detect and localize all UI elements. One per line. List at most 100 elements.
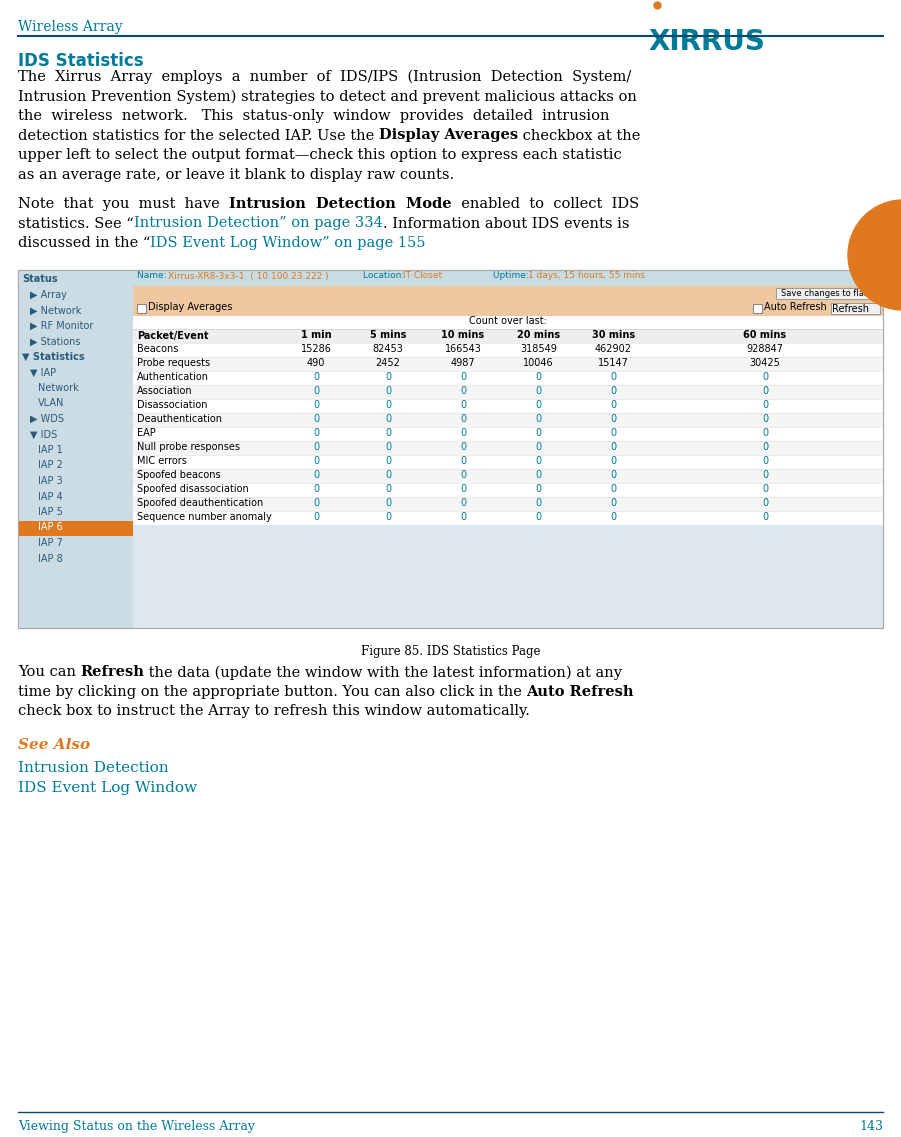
Text: 0: 0 bbox=[535, 373, 542, 382]
Text: 0: 0 bbox=[535, 513, 542, 523]
Bar bbox=[133, 371, 883, 384]
Bar bbox=[133, 342, 883, 357]
Text: You can: You can bbox=[18, 665, 80, 680]
Text: IAP 5: IAP 5 bbox=[38, 507, 63, 517]
Bar bbox=[133, 285, 883, 300]
Text: IAP 2: IAP 2 bbox=[38, 460, 63, 471]
Text: 0: 0 bbox=[611, 415, 616, 424]
Text: 0: 0 bbox=[535, 400, 542, 410]
Bar bbox=[133, 497, 883, 511]
Bar bbox=[137, 304, 146, 313]
Text: 0: 0 bbox=[762, 429, 768, 439]
Text: 318549: 318549 bbox=[520, 345, 557, 355]
Text: detection statistics for the selected IAP. Use the: detection statistics for the selected IA… bbox=[18, 128, 379, 142]
Text: 0: 0 bbox=[535, 442, 542, 453]
Text: 0: 0 bbox=[313, 484, 319, 495]
Text: Intrusion Prevention System) strategies to detect and prevent malicious attacks : Intrusion Prevention System) strategies … bbox=[18, 90, 637, 103]
Text: checkbox at the: checkbox at the bbox=[518, 128, 641, 142]
Text: 0: 0 bbox=[611, 442, 616, 453]
Text: 30425: 30425 bbox=[750, 358, 780, 368]
Text: Display Averages: Display Averages bbox=[379, 128, 518, 142]
Text: IAP 1: IAP 1 bbox=[38, 445, 63, 455]
Bar bbox=[133, 413, 883, 426]
Text: Display Averages: Display Averages bbox=[148, 302, 232, 313]
Text: Packet/Event: Packet/Event bbox=[137, 331, 208, 340]
Text: IAP 8: IAP 8 bbox=[38, 554, 63, 564]
Text: 0: 0 bbox=[385, 471, 391, 481]
Text: 10 mins: 10 mins bbox=[441, 331, 485, 340]
Text: Network: Network bbox=[38, 383, 78, 393]
Text: 0: 0 bbox=[385, 513, 391, 523]
Text: 0: 0 bbox=[535, 484, 542, 495]
Text: 0: 0 bbox=[762, 498, 768, 508]
Text: Sequence number anomaly: Sequence number anomaly bbox=[137, 513, 272, 523]
Text: 0: 0 bbox=[762, 387, 768, 397]
Bar bbox=[18, 269, 133, 628]
Text: 0: 0 bbox=[460, 442, 466, 453]
Text: Intrusion Detection” on page 334: Intrusion Detection” on page 334 bbox=[133, 216, 383, 231]
Text: Spoofed beacons: Spoofed beacons bbox=[137, 471, 221, 481]
Text: 0: 0 bbox=[535, 498, 542, 508]
Text: 0: 0 bbox=[762, 456, 768, 466]
Text: Xirrus-XR8-3x3-1  ( 10.100.23.222 ): Xirrus-XR8-3x3-1 ( 10.100.23.222 ) bbox=[168, 272, 329, 281]
Text: 0: 0 bbox=[762, 513, 768, 523]
Text: 0: 0 bbox=[385, 456, 391, 466]
Text: Auto Refresh: Auto Refresh bbox=[764, 302, 827, 313]
Text: 0: 0 bbox=[460, 429, 466, 439]
Text: 4987: 4987 bbox=[450, 358, 476, 368]
Text: as an average rate, or leave it blank to display raw counts.: as an average rate, or leave it blank to… bbox=[18, 167, 454, 182]
Text: 0: 0 bbox=[385, 498, 391, 508]
Text: 30 mins: 30 mins bbox=[592, 331, 635, 340]
Text: Spoofed deauthentication: Spoofed deauthentication bbox=[137, 498, 263, 508]
Text: Association: Association bbox=[137, 387, 193, 397]
Text: Uptime:: Uptime: bbox=[493, 272, 532, 281]
Text: 0: 0 bbox=[460, 415, 466, 424]
Bar bbox=[18, 269, 883, 628]
Text: IAP 4: IAP 4 bbox=[38, 491, 63, 501]
Text: 462902: 462902 bbox=[595, 345, 632, 355]
Text: 0: 0 bbox=[313, 387, 319, 397]
Text: Null probe responses: Null probe responses bbox=[137, 442, 240, 453]
Text: XIRRUS: XIRRUS bbox=[648, 28, 765, 56]
Bar bbox=[133, 300, 883, 315]
Text: 0: 0 bbox=[460, 498, 466, 508]
Text: 928847: 928847 bbox=[747, 345, 784, 355]
Text: Deauthentication: Deauthentication bbox=[137, 415, 222, 424]
Text: Refresh: Refresh bbox=[832, 304, 869, 314]
Text: 0: 0 bbox=[611, 484, 616, 495]
Text: 2452: 2452 bbox=[376, 358, 400, 368]
Text: 0: 0 bbox=[460, 484, 466, 495]
Text: ▶ Array: ▶ Array bbox=[30, 290, 67, 300]
Text: 5 mins: 5 mins bbox=[369, 331, 406, 340]
Text: 0: 0 bbox=[313, 471, 319, 481]
Text: IDS Statistics: IDS Statistics bbox=[18, 52, 143, 70]
Text: Name:: Name: bbox=[137, 272, 169, 281]
Text: 0: 0 bbox=[535, 387, 542, 397]
Text: IDS Event Log Window: IDS Event Log Window bbox=[18, 781, 197, 795]
Text: 0: 0 bbox=[535, 415, 542, 424]
Text: 0: 0 bbox=[762, 415, 768, 424]
Text: 490: 490 bbox=[307, 358, 325, 368]
Text: Viewing Status on the Wireless Array: Viewing Status on the Wireless Array bbox=[18, 1120, 255, 1132]
Text: 0: 0 bbox=[313, 513, 319, 523]
Text: 0: 0 bbox=[385, 415, 391, 424]
Text: 0: 0 bbox=[385, 442, 391, 453]
Text: . Information about IDS events is: . Information about IDS events is bbox=[383, 216, 629, 231]
Text: 0: 0 bbox=[762, 400, 768, 410]
Text: 0: 0 bbox=[460, 456, 466, 466]
Text: Figure 85. IDS Statistics Page: Figure 85. IDS Statistics Page bbox=[360, 646, 541, 658]
Text: 0: 0 bbox=[313, 442, 319, 453]
Bar bbox=[133, 398, 883, 413]
Text: discussed in the “: discussed in the “ bbox=[18, 236, 150, 250]
Text: Wireless Array: Wireless Array bbox=[18, 20, 123, 34]
Bar bbox=[133, 468, 883, 482]
Bar bbox=[831, 302, 880, 314]
Bar bbox=[133, 482, 883, 497]
Text: Location:: Location: bbox=[363, 272, 407, 281]
Text: 0: 0 bbox=[762, 442, 768, 453]
Text: 0: 0 bbox=[385, 400, 391, 410]
Text: Spoofed disassociation: Spoofed disassociation bbox=[137, 484, 249, 495]
Text: The  Xirrus  Array  employs  a  number  of  IDS/IPS  (Intrusion  Detection  Syst: The Xirrus Array employs a number of IDS… bbox=[18, 70, 632, 84]
Bar bbox=[133, 384, 883, 398]
Text: Save changes to flash: Save changes to flash bbox=[781, 289, 874, 298]
